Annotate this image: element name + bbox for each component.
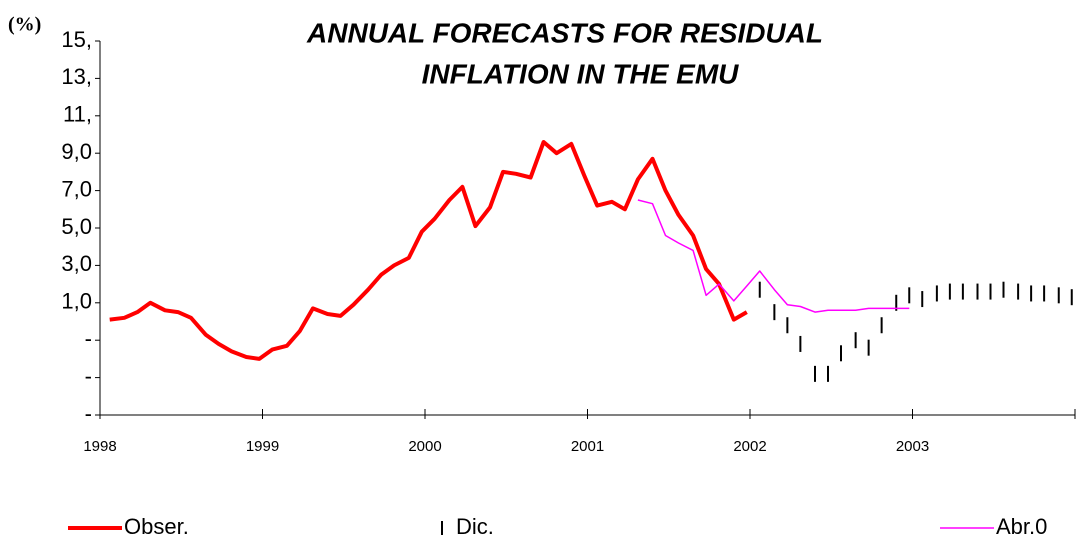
y-tick-label: - <box>85 326 92 351</box>
x-tick-label: 2001 <box>571 438 604 455</box>
series-line <box>637 199 910 313</box>
y-tick-label: 15, <box>61 27 92 52</box>
y-tick-label: 13, <box>61 64 92 89</box>
y-tick-label: 3,0 <box>61 251 92 276</box>
legend-label: Abr.0 <box>996 514 1047 539</box>
chart-title: ANNUAL FORECASTS FOR RESIDUAL <box>306 17 823 48</box>
chart-title: INFLATION IN THE EMU <box>422 58 740 89</box>
series-line <box>109 140 748 361</box>
y-tick-label: 1,0 <box>61 289 92 314</box>
y-tick-label: 9,0 <box>61 139 92 164</box>
x-tick-label: 1999 <box>246 438 279 455</box>
y-tick-label: 7,0 <box>61 176 92 201</box>
x-tick-label: 1998 <box>83 438 116 455</box>
legend-label: Dic. <box>456 514 494 539</box>
y-tick-label: - <box>85 363 92 388</box>
legend-label: Obser. <box>124 514 189 539</box>
y-axis-label: (%) <box>8 14 41 36</box>
y-tick-label: - <box>85 401 92 426</box>
x-tick-label: 2000 <box>408 438 441 455</box>
x-tick-label: 2002 <box>733 438 766 455</box>
x-tick-label: 2003 <box>896 438 929 455</box>
y-tick-label: 11, <box>63 102 92 127</box>
y-tick-label: 5,0 <box>61 214 92 239</box>
